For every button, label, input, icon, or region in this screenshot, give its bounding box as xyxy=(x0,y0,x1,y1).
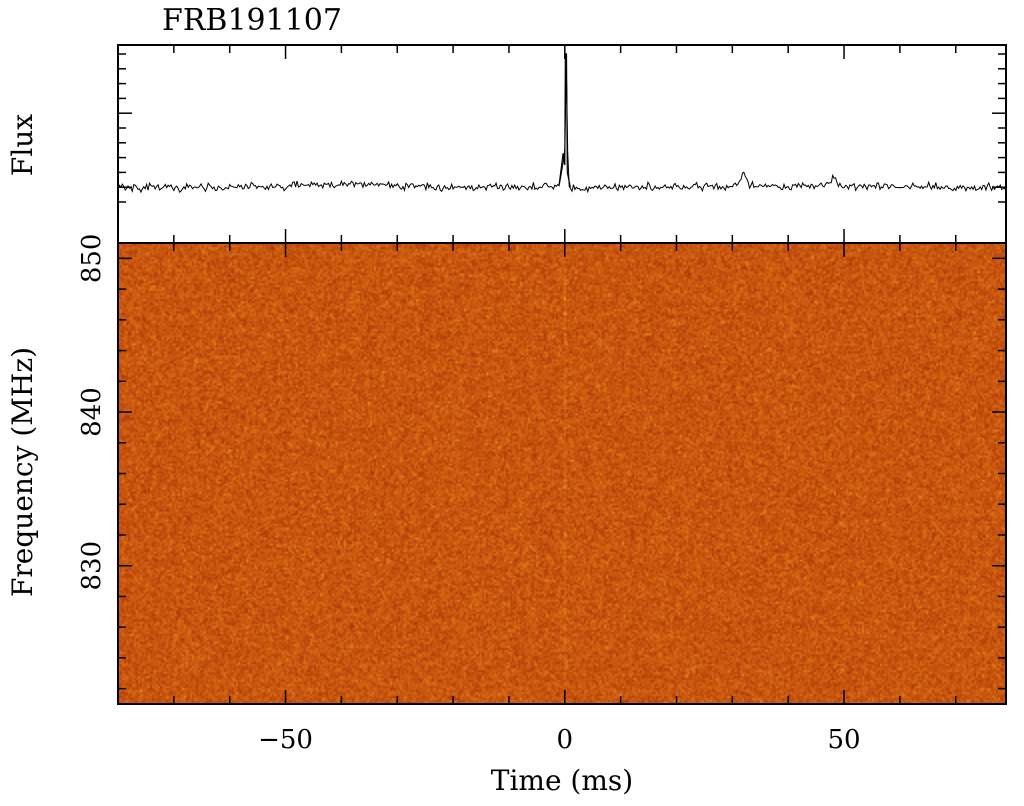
y-tick-label-830: 830 xyxy=(77,541,107,591)
flux-panel-frame xyxy=(117,44,1007,244)
y-tick-label-840: 840 xyxy=(77,387,107,437)
flux-axis-label: Flux xyxy=(6,114,39,176)
flux-burst-spike xyxy=(558,53,571,188)
y-tick-label-850: 850 xyxy=(77,234,107,284)
x-tick-label-50: 50 xyxy=(827,725,860,755)
spectrum-ticks xyxy=(117,243,1006,704)
flux-series-line xyxy=(117,64,1007,194)
x-tick-label-0: 0 xyxy=(557,725,574,755)
dynamic-spectrum-heatmap xyxy=(118,243,1006,704)
y-axis-label: Frequency (MHz) xyxy=(6,347,39,597)
flux-panel: Flux xyxy=(6,44,1007,244)
x-tick-label-minus50: −50 xyxy=(258,725,313,755)
spectrum-panel: 830 840 850 −50 0 50 Time (ms) Frequency… xyxy=(6,234,1007,797)
chart-title: FRB191107 xyxy=(162,3,342,38)
x-axis-label: Time (ms) xyxy=(491,764,633,797)
flux-ticks xyxy=(117,45,1006,243)
